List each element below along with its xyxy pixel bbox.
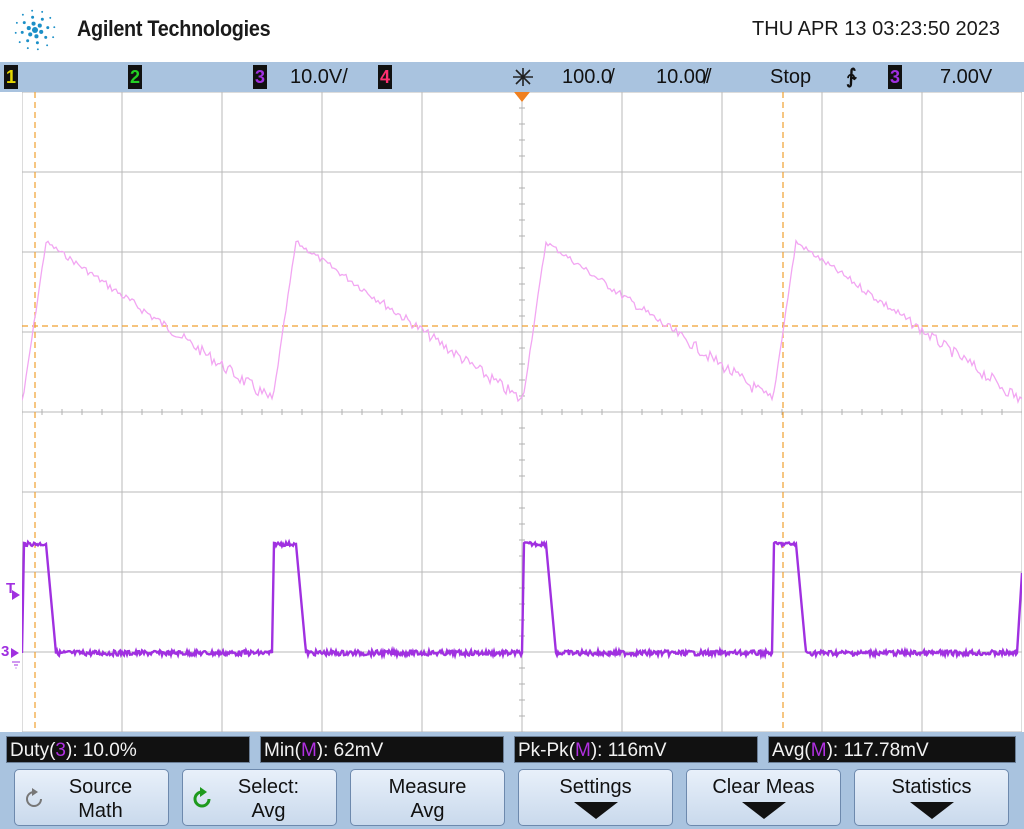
measurement-min: Min(M): 62mV (260, 736, 504, 763)
trigger-level: 7.00V (940, 66, 993, 88)
waveform-display[interactable] (22, 92, 1022, 732)
timebase-value: 10.00̸/ (656, 66, 712, 88)
channel-4-indicator[interactable]: 4 (378, 65, 392, 89)
trigger-position-marker (514, 92, 530, 102)
channel-2-indicator[interactable]: 2 (128, 65, 142, 89)
submenu-arrow-icon (909, 802, 954, 819)
select-knob-icon (193, 787, 211, 808)
source-softkey[interactable]: Source Math (14, 769, 169, 826)
ground-symbol-icon (11, 648, 20, 669)
status-bar: 1 2 3 10.0V/ 4 100.0̸ 10.00̸/ Stop ∱ 3 7… (0, 62, 1024, 92)
select-softkey[interactable]: Select: Avg (182, 769, 337, 826)
trigger-arrow-icon (12, 590, 20, 600)
trigger-source-indicator[interactable]: 3 (888, 65, 902, 89)
measurement-duty: Duty(3): 10.0% (6, 736, 250, 763)
channel-3-pulse-trace (22, 538, 1022, 661)
channel-3-ground-marker[interactable]: 3 (1, 643, 10, 660)
measure-softkey[interactable]: Measure Avg (350, 769, 505, 826)
header: Agilent Technologies THU APR 13 03:23:50… (0, 0, 1024, 62)
settings-softkey[interactable]: Settings (518, 769, 673, 826)
channel-3-indicator[interactable]: 3 (253, 65, 267, 89)
trigger-level-marker[interactable]: T (6, 580, 16, 597)
run-state[interactable]: Stop (770, 66, 812, 88)
clear-meas-softkey[interactable]: Clear Meas (686, 769, 841, 826)
measurement-bar: Duty(3): 10.0% Min(M): 62mV Pk-Pk(M): 11… (0, 732, 1024, 766)
trigger-position-icon (513, 68, 533, 86)
submenu-arrow-icon (741, 802, 786, 819)
marker-column: T 3 (0, 92, 22, 732)
trigger-slope-icon: ∱ (846, 66, 857, 88)
math-sawtooth-trace (22, 238, 1022, 405)
channel-1-indicator[interactable]: 1 (4, 65, 18, 89)
channel-3-scale: 10.0V/ (290, 66, 348, 88)
waveform-traces (22, 238, 1022, 661)
delay-value: 100.0̸ (562, 66, 613, 88)
statistics-softkey[interactable]: Statistics (854, 769, 1009, 826)
measurement-avg: Avg(M): 117.78mV (768, 736, 1016, 763)
rotate-knob-icon (26, 788, 42, 807)
softkey-bar: Source Math Select: Avg Measure Avg Sett… (0, 766, 1024, 829)
agilent-logo-icon (14, 9, 56, 51)
submenu-arrow-icon (573, 802, 618, 819)
datetime: THU APR 13 03:23:50 2023 (752, 18, 1000, 40)
measurement-pk-pk: Pk-Pk(M): 116mV (514, 736, 758, 763)
brand-name: Agilent Technologies (77, 16, 271, 41)
